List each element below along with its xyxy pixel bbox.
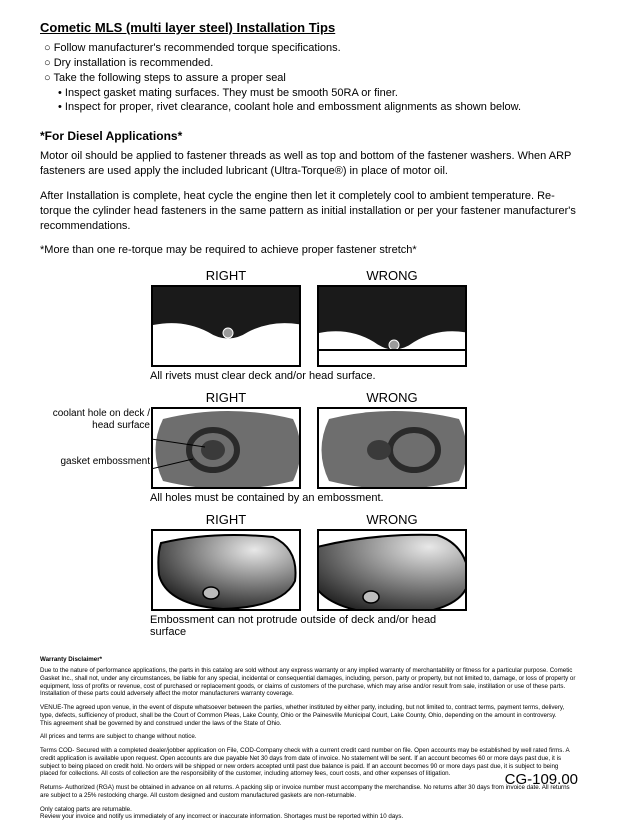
label-wrong-1: WRONG bbox=[317, 268, 467, 283]
label-wrong-3: WRONG bbox=[317, 512, 467, 527]
label-right-3: RIGHT bbox=[151, 512, 301, 527]
bullet-3a-text: Inspect gasket mating surfaces. They mus… bbox=[65, 87, 398, 99]
bullet-2-text: Dry installation is recommended. bbox=[54, 57, 214, 69]
bullet-3-text: Take the following steps to assure a pro… bbox=[54, 72, 286, 84]
page-code: CG-109.00 bbox=[505, 771, 578, 788]
label-wrong-2: WRONG bbox=[317, 390, 467, 405]
caption-2: All holes must be contained by an emboss… bbox=[150, 492, 470, 504]
pane-hole-wrong bbox=[317, 407, 467, 489]
bullet-3a: • Inspect gasket mating surfaces. They m… bbox=[58, 86, 578, 101]
bullet-2: ○ Dry installation is recommended. bbox=[44, 56, 578, 71]
disclaimer-p2: VENUE-The agreed upon venue, in the even… bbox=[40, 704, 578, 727]
pane-rivet-wrong bbox=[317, 285, 467, 367]
side-label-emboss: gasket embossment bbox=[34, 456, 150, 468]
label-right-1: RIGHT bbox=[151, 268, 301, 283]
label-right-2: RIGHT bbox=[151, 390, 301, 405]
diesel-subhead: *For Diesel Applications* bbox=[40, 129, 578, 143]
disclaimer-p5: Returns- Authorized (RGA) must be obtain… bbox=[40, 784, 578, 800]
bullet-3: ○ Take the following steps to assure a p… bbox=[44, 71, 578, 86]
para-3: *More than one re-torque may be required… bbox=[40, 243, 578, 258]
disclaimer-p4: Terms COD- Secured with a completed deal… bbox=[40, 747, 578, 778]
pane-protrude-right bbox=[151, 529, 301, 611]
para-2: After Installation is complete, heat cyc… bbox=[40, 189, 578, 234]
pane-protrude-wrong bbox=[317, 529, 467, 611]
pane-hole-right bbox=[151, 407, 301, 489]
para-1: Motor oil should be applied to fastener … bbox=[40, 149, 578, 179]
side-label-coolant: coolant hole on deck / head surface bbox=[34, 408, 150, 432]
diagram-protrude: RIGHT WRONG bbox=[40, 512, 578, 638]
bullet-1: ○ Follow manufacturer's recommended torq… bbox=[44, 41, 578, 56]
pane-rivet-right bbox=[151, 285, 301, 367]
disclaimer-head: Warranty Disclaimer* bbox=[40, 656, 578, 664]
side-labels: coolant hole on deck / head surface gask… bbox=[34, 408, 150, 468]
bullet-1-text: Follow manufacturer's recommended torque… bbox=[54, 42, 341, 54]
page-title: Cometic MLS (multi layer steel) Installa… bbox=[40, 20, 578, 35]
bullet-list: ○ Follow manufacturer's recommended torq… bbox=[44, 41, 578, 115]
bullet-3b: • Inspect for proper, rivet clearance, c… bbox=[58, 100, 578, 115]
disclaimer-p6: Only catalog parts are returnable.Review… bbox=[40, 806, 578, 821]
disclaimer-p1: Due to the nature of performance applica… bbox=[40, 667, 578, 698]
warranty-disclaimer: Warranty Disclaimer* Due to the nature o… bbox=[40, 656, 578, 821]
disclaimer-p3: All prices and terms are subject to chan… bbox=[40, 733, 578, 741]
bullet-3b-text: Inspect for proper, rivet clearance, coo… bbox=[65, 101, 521, 113]
diagram-rivets: RIGHT WRONG All rivets must clear deck a… bbox=[40, 268, 578, 382]
diagram-holes: coolant hole on deck / head surface gask… bbox=[40, 390, 578, 504]
caption-1: All rivets must clear deck and/or head s… bbox=[150, 370, 470, 382]
caption-3: Embossment can not protrude outside of d… bbox=[150, 614, 470, 638]
diagrams: RIGHT WRONG All rivets must clear deck a… bbox=[40, 268, 578, 638]
